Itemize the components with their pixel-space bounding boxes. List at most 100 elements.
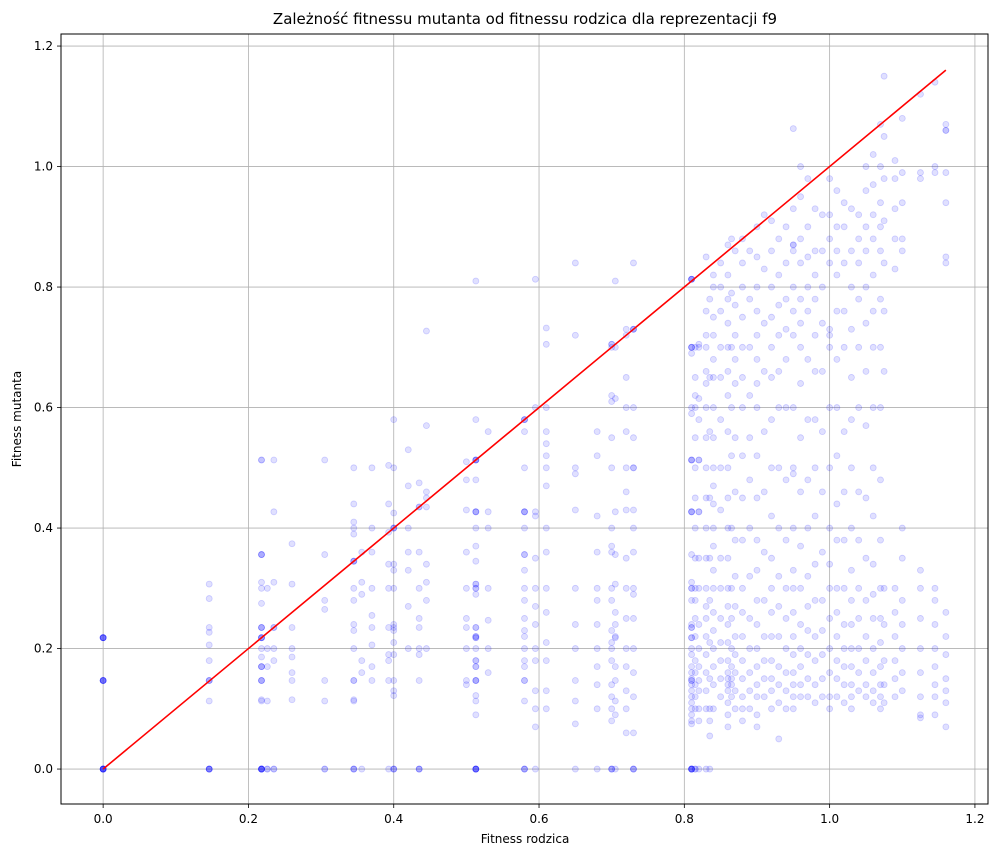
data-point [869, 343, 877, 351]
data-point [630, 765, 637, 773]
data-point [746, 705, 754, 713]
data-point [724, 639, 732, 646]
data-point [855, 295, 863, 303]
data-point [804, 572, 812, 580]
data-point [833, 271, 841, 279]
data-point [753, 596, 761, 604]
data-point [258, 584, 265, 592]
data-point [622, 554, 630, 562]
data-point [709, 500, 717, 508]
data-point [521, 551, 528, 558]
data-point [917, 711, 924, 719]
data-point [688, 624, 695, 631]
data-point [258, 663, 265, 671]
data-point [99, 677, 107, 684]
data-point [608, 434, 616, 442]
data-point [942, 259, 950, 267]
data-point [484, 669, 492, 677]
data-point [942, 253, 950, 261]
data-point [622, 687, 630, 695]
data-point [869, 560, 877, 568]
data-point [423, 327, 430, 335]
data-point [731, 380, 739, 387]
data-point [532, 765, 539, 773]
data-point [782, 615, 790, 622]
data-point [797, 681, 804, 689]
data-point [833, 307, 841, 315]
data-point [768, 416, 775, 424]
data-point [891, 157, 899, 164]
data-point [760, 428, 768, 436]
data-point [826, 211, 834, 219]
data-point [390, 639, 398, 646]
data-point [630, 615, 637, 622]
data-point [775, 524, 783, 532]
data-point [855, 343, 863, 351]
data-point [818, 319, 826, 327]
data-point [818, 548, 826, 556]
data-point [472, 692, 480, 699]
data-point [709, 663, 717, 671]
data-point [855, 536, 863, 544]
data-point [321, 765, 329, 773]
data-point [472, 508, 480, 516]
data-point [717, 416, 725, 424]
data-point [891, 584, 899, 592]
data-point [270, 657, 278, 664]
y-tick-label: 1.0 [34, 160, 53, 174]
data-point [542, 464, 550, 472]
data-point [709, 271, 717, 279]
data-point [695, 677, 703, 684]
data-point [848, 693, 855, 701]
data-point [869, 404, 877, 411]
data-point [593, 428, 601, 436]
data-point [691, 404, 699, 411]
data-point [768, 584, 775, 592]
data-point [350, 524, 358, 532]
data-point [423, 560, 430, 568]
data-point [622, 488, 630, 496]
data-point [542, 639, 550, 646]
grid [61, 34, 988, 804]
data-point [99, 677, 107, 684]
data-point [390, 560, 398, 568]
data-point [717, 554, 725, 562]
data-point [840, 681, 848, 689]
data-point [840, 645, 848, 652]
data-point [840, 488, 848, 496]
data-point [99, 634, 107, 642]
data-point [775, 663, 783, 671]
data-point [702, 524, 710, 532]
data-point [472, 697, 480, 705]
data-point [390, 765, 398, 773]
data-point [724, 319, 732, 327]
data-point [472, 542, 480, 550]
data-point [855, 259, 863, 267]
data-point [270, 765, 278, 773]
data-point [706, 494, 714, 502]
data-point [728, 343, 735, 351]
data-point [532, 554, 539, 562]
data-point [608, 639, 616, 646]
data-point [746, 247, 754, 255]
data-point [848, 374, 855, 381]
data-point [753, 380, 761, 387]
data-point [622, 404, 630, 411]
data-point [891, 175, 899, 183]
data-point [818, 693, 826, 701]
data-point [862, 187, 870, 195]
data-point [611, 697, 619, 705]
data-point [702, 669, 710, 677]
data-point [789, 247, 797, 255]
data-point [724, 657, 732, 664]
data-point [709, 283, 717, 291]
data-point [702, 615, 710, 622]
data-point [818, 211, 826, 219]
data-point [731, 602, 739, 610]
data-point [258, 765, 265, 773]
data-point [728, 675, 735, 683]
data-point [404, 482, 412, 490]
data-point [608, 681, 616, 689]
data-point [390, 765, 398, 773]
